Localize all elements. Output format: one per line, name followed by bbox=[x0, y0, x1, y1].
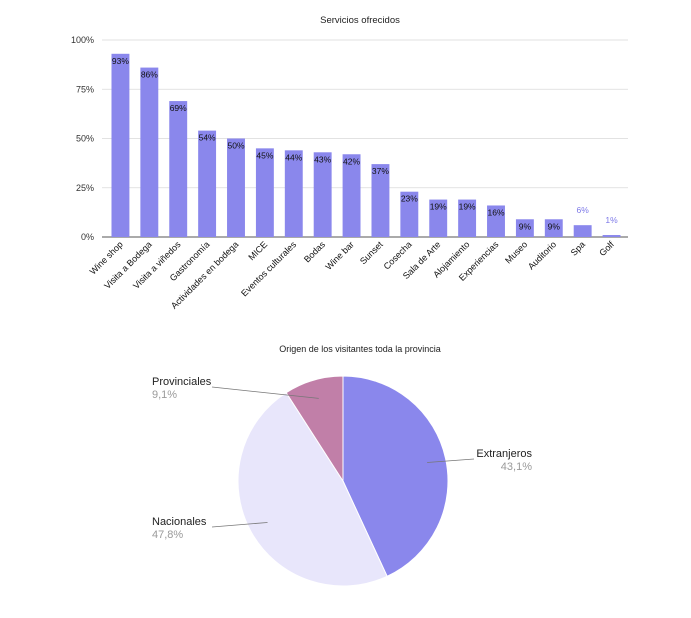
pie-chart-slices bbox=[237, 375, 449, 587]
pie-chart-leader-lines bbox=[211, 386, 475, 528]
bar-wine-shop bbox=[111, 53, 130, 237]
bar-visita-a-bodega bbox=[140, 67, 159, 237]
pie-slice-nacionales bbox=[237, 392, 388, 587]
bar-value-label-cosecha: 23% bbox=[401, 194, 418, 204]
pie-label-extranjeros: Extranjeros bbox=[476, 448, 532, 460]
bar-sunset bbox=[371, 164, 390, 237]
bar-chart: Servicios ofrecidos 0% 25% 50% 75% 100% 93% 8… bbox=[71, 15, 628, 311]
category-label-museo: Museo bbox=[503, 239, 529, 265]
category-label-spa: Spa bbox=[569, 239, 587, 257]
bar-value-label-gastronomia: 54% bbox=[199, 133, 216, 143]
bar-value-label-spa: 6% bbox=[577, 205, 590, 215]
bar-value-label-actividades-en-bodega: 50% bbox=[227, 141, 244, 151]
bar-wine-bar bbox=[342, 154, 361, 237]
bar-value-label-museo: 9% bbox=[519, 221, 532, 231]
bar-spa bbox=[573, 225, 592, 237]
bar-chart-y-tick-label: 0% bbox=[81, 232, 94, 242]
pie-slice-provinciales bbox=[285, 375, 344, 483]
bar-value-label-bodas: 43% bbox=[314, 154, 331, 164]
category-label-auditorio: Auditorio bbox=[526, 239, 558, 271]
bar-value-label-sala-de-arte: 19% bbox=[430, 202, 447, 212]
bar-value-label-visita-a-vinedos: 69% bbox=[170, 103, 187, 113]
bar-chart-y-tick-label: 75% bbox=[76, 84, 94, 94]
pie-value-provinciales: 9,1% bbox=[152, 389, 177, 401]
category-label-mice: MICE bbox=[246, 239, 269, 262]
bar-value-label-visita-a-bodega: 86% bbox=[141, 70, 158, 80]
bar-chart-value-labels: 93% 86% 69% 54% 50% 45% 44% 43% 42% 37% 23% 19% 19% 1… bbox=[112, 56, 618, 231]
category-label-bodas: Bodas bbox=[302, 239, 327, 264]
bar-museo bbox=[515, 219, 534, 237]
bar-gastronomia bbox=[198, 130, 217, 237]
bar-golf bbox=[602, 235, 621, 237]
pie-slice-extranjeros bbox=[342, 375, 449, 577]
category-label-golf: Golf bbox=[597, 239, 616, 258]
bar-chart-y-tick-label: 25% bbox=[76, 183, 94, 193]
category-label-sunset: Sunset bbox=[358, 239, 385, 266]
pie-label-nacionales: Nacionales bbox=[152, 516, 207, 528]
bar-chart-title: Servicios ofrecidos bbox=[320, 15, 400, 26]
pie-chart: Origen de los visitantes toda la provinc… bbox=[152, 344, 532, 587]
bar-chart-y-tick-label: 100% bbox=[71, 35, 94, 45]
bar-chart-y-tick-label: 50% bbox=[76, 134, 94, 144]
bar-eventos-culturales bbox=[284, 150, 303, 237]
category-label-wine-bar: Wine bar bbox=[323, 239, 356, 272]
bar-value-label-alojamiento: 19% bbox=[459, 202, 476, 212]
bar-value-label-mice: 45% bbox=[256, 150, 273, 160]
pie-label-provinciales: Provinciales bbox=[152, 376, 212, 388]
bar-value-label-sunset: 37% bbox=[372, 166, 389, 176]
bar-sala-de-arte bbox=[429, 199, 448, 237]
bar-value-label-wine-bar: 42% bbox=[343, 156, 360, 166]
bar-cosecha bbox=[400, 191, 419, 237]
bar-value-label-golf: 1% bbox=[605, 215, 618, 225]
bar-mice bbox=[255, 148, 274, 237]
bar-actividades-en-bodega bbox=[227, 138, 245, 237]
pie-value-nacionales: 47,8% bbox=[152, 529, 183, 541]
bar-chart-grid bbox=[102, 39, 628, 238]
bar-experiencias bbox=[487, 205, 505, 237]
bar-chart-bars bbox=[111, 53, 621, 237]
bar-chart-y-ticks: 0% 25% 50% 75% 100% bbox=[71, 35, 94, 242]
category-label-eventos-culturales: Eventos culturales bbox=[239, 239, 298, 298]
pie-leader-nacionales bbox=[211, 522, 268, 528]
bar-bodas bbox=[313, 152, 332, 237]
bar-value-label-auditorio: 9% bbox=[548, 221, 561, 231]
pie-chart-title: Origen de los visitantes toda la provinc… bbox=[279, 344, 441, 354]
bar-visita-a-vinedos bbox=[169, 101, 188, 237]
bar-auditorio bbox=[544, 219, 563, 237]
pie-leader-provinciales bbox=[211, 386, 319, 399]
bar-value-label-wine-shop: 93% bbox=[112, 56, 129, 66]
bar-value-label-experiencias: 16% bbox=[487, 207, 504, 217]
pie-value-extranjeros: 43,1% bbox=[501, 461, 532, 473]
bar-alojamiento bbox=[458, 199, 477, 237]
pie-leader-extranjeros bbox=[427, 458, 475, 463]
bar-value-label-eventos-culturales: 44% bbox=[285, 152, 302, 162]
